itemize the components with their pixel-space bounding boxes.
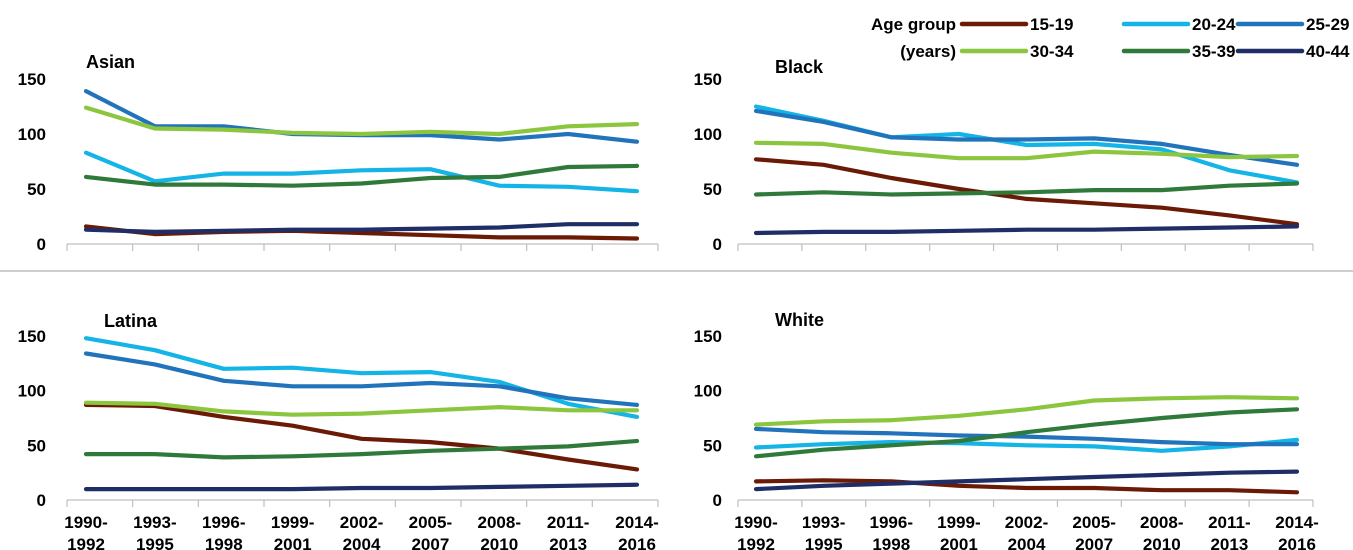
- y-tick-label: 50: [703, 436, 722, 455]
- y-tick-label: 0: [37, 491, 46, 510]
- series-line-white-25-29: [753, 426, 1300, 447]
- legend-label-35-39: 35-39: [1192, 42, 1235, 61]
- series-line-white-20-24: [753, 437, 1300, 453]
- legend-label-30-34: 30-34: [1030, 42, 1074, 61]
- legend-label-25-29: 25-29: [1306, 15, 1349, 34]
- series-line-asian-20-24: [83, 150, 640, 194]
- panel-title-white: White: [775, 310, 824, 330]
- x-tick-label: 1999-2001: [937, 513, 980, 550]
- y-tick-label: 150: [694, 327, 722, 346]
- legend-title-line1: Age group: [871, 15, 956, 34]
- legend-label-40-44: 40-44: [1306, 42, 1350, 61]
- panel-title-latina: Latina: [104, 311, 158, 331]
- series-line-latina-25-29: [83, 351, 640, 407]
- panel-title-black: Black: [775, 57, 824, 77]
- y-tick-label: 0: [37, 235, 46, 254]
- x-tick-label: 2011-2013: [1208, 513, 1251, 550]
- legend-label-15-19: 15-19: [1030, 15, 1073, 34]
- series-line-latina-20-24: [83, 336, 640, 419]
- x-tick-label: 2014-2016: [1275, 513, 1318, 550]
- series-line-black-30-34: [753, 140, 1300, 161]
- y-tick-label: 100: [18, 382, 46, 401]
- series-line-white-30-34: [753, 395, 1300, 427]
- y-tick-label: 0: [713, 491, 722, 510]
- y-tick-label: 150: [18, 327, 46, 346]
- legend-title-line2: (years): [900, 42, 956, 61]
- y-tick-label: 100: [694, 125, 722, 144]
- y-tick-label: 50: [27, 180, 46, 199]
- x-tick-label: 1990-1992: [734, 513, 777, 550]
- legend-label-20-24: 20-24: [1192, 15, 1236, 34]
- series-line-black-35-39: [753, 181, 1300, 197]
- x-tick-label: 2008-2010: [478, 513, 521, 550]
- x-tick-label: 1990-1992: [64, 513, 107, 550]
- x-tick-label: 2005-2007: [409, 513, 452, 550]
- series-line-asian-40-44: [83, 222, 640, 234]
- panel-white: White 0 50 100 150 1990-1992 1993-1995 1996-199…: [694, 310, 1319, 550]
- x-tick-label: 2002-2004: [1005, 513, 1048, 550]
- series-line-asian-35-39: [83, 163, 640, 188]
- x-tick-label: 1993-1995: [133, 513, 176, 550]
- y-tick-label: 100: [694, 382, 722, 401]
- panel-black: Black 0 50 100 150: [694, 57, 1314, 254]
- series-line-asian-30-34: [83, 105, 640, 137]
- series-line-white-40-44: [753, 469, 1300, 492]
- x-tick-label: 2014-2016: [615, 513, 658, 550]
- x-tick-label: 2008-2010: [1140, 513, 1183, 550]
- panel-asian: Asian 0 50 100 150: [18, 52, 659, 254]
- y-tick-label: 50: [27, 436, 46, 455]
- series-line-latina-30-34: [83, 400, 640, 417]
- x-tick-label: 1996-1998: [870, 513, 913, 550]
- legend: Age group (years) 15-19 20-24 25-29 30-34 35…: [871, 15, 1350, 61]
- series-line-black-15-19: [753, 157, 1300, 227]
- x-tick-label: 1999-2001: [271, 513, 314, 550]
- series-line-white-15-19: [753, 478, 1300, 495]
- x-tick-label: 2002-2004: [340, 513, 383, 550]
- y-tick-label: 0: [713, 235, 722, 254]
- panel-latina: Latina 0 50 100 150 1990-1992 1993-1995 1996-19…: [18, 311, 659, 550]
- panel-title-asian: Asian: [86, 52, 135, 72]
- series-line-black-25-29: [753, 108, 1300, 167]
- series-line-black-40-44: [753, 224, 1300, 236]
- series-line-white-35-39: [753, 407, 1300, 459]
- y-tick-label: 100: [18, 125, 46, 144]
- panels: Asian 0 50 100 150 Black 0 50 100 150 Latina 0 50 100…: [18, 52, 1319, 550]
- y-tick-label: 50: [703, 180, 722, 199]
- y-tick-label: 150: [694, 70, 722, 89]
- series-line-latina-40-44: [83, 482, 640, 492]
- x-tick-label: 1993-1995: [802, 513, 845, 550]
- x-tick-label: 2005-2007: [1072, 513, 1115, 550]
- x-tick-label: 1996-1998: [202, 513, 245, 550]
- x-tick-label: 2011-2013: [547, 513, 590, 550]
- series-line-latina-35-39: [83, 438, 640, 460]
- series-line-latina-15-19: [83, 402, 640, 472]
- y-tick-label: 150: [18, 70, 46, 89]
